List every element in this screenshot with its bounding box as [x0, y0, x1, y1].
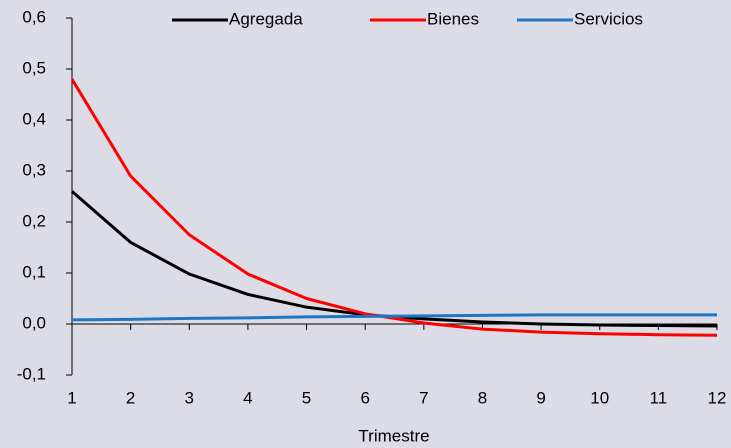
series-line: [70, 78, 718, 337]
x-tick-label: 9: [536, 388, 545, 407]
x-tick-label: 8: [478, 388, 487, 407]
x-axis-label: Trimestre: [358, 426, 429, 445]
x-tick-label: 5: [302, 388, 311, 407]
y-tick-label: 0,3: [22, 160, 46, 179]
x-tick-label: 12: [708, 388, 727, 407]
y-tick-label: 0,4: [22, 109, 46, 128]
y-tick-label: -0,1: [17, 364, 46, 383]
legend-label: Agregada: [229, 9, 303, 28]
series-line: [71, 313, 717, 322]
x-tick-label: 7: [419, 388, 428, 407]
y-tick-label: 0,1: [22, 262, 46, 281]
legend-label: Bienes: [427, 9, 479, 28]
y-tick-label: 0,5: [22, 58, 46, 77]
x-tick-label: 2: [126, 388, 135, 407]
y-tick-label: 0,2: [22, 211, 46, 230]
x-tick-label: 1: [67, 388, 76, 407]
y-tick-label: 0,6: [22, 7, 46, 26]
x-tick-label: 6: [360, 388, 369, 407]
legend-label: Servicios: [574, 9, 643, 28]
x-tick-label: 11: [650, 388, 668, 407]
y-tick-label: 0,0: [22, 313, 46, 332]
x-tick-label: 3: [185, 388, 194, 407]
x-tick-label: 4: [243, 388, 252, 407]
x-tick-label: 10: [590, 388, 609, 407]
series-line: [71, 190, 718, 328]
